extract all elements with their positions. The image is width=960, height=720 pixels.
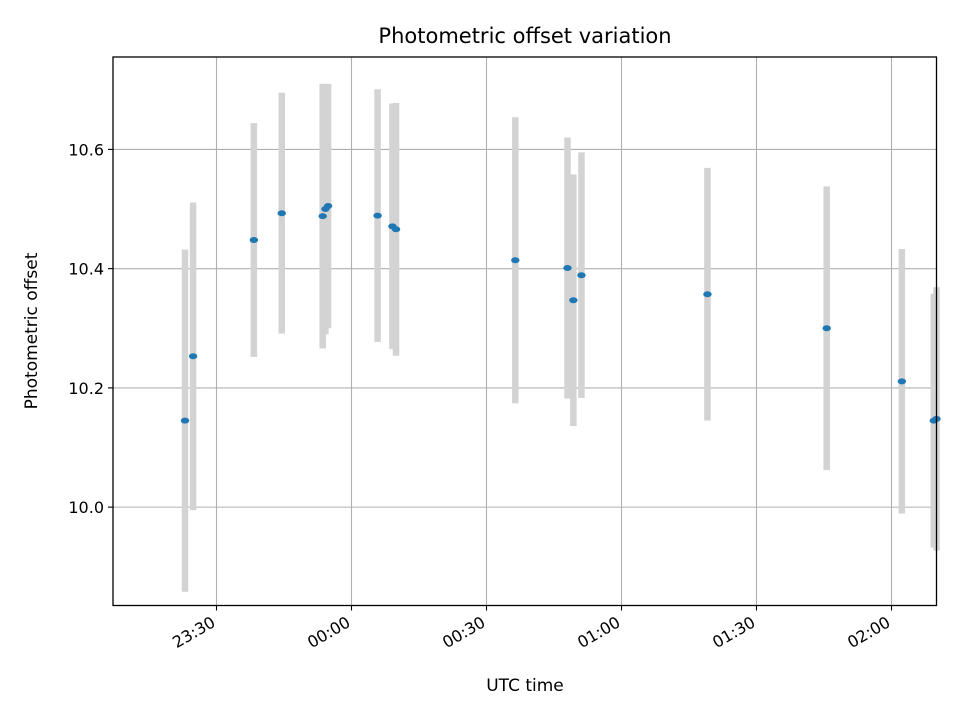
plot-frame (112, 56, 938, 607)
x-axis-title: UTC time (486, 676, 564, 696)
data-point (188, 353, 198, 360)
y-axis-title: Photometric offset (22, 252, 42, 409)
data-point (180, 417, 190, 424)
data-point (249, 237, 259, 244)
data-point (897, 378, 907, 385)
data-points (180, 203, 941, 424)
data-point (569, 297, 578, 304)
y-tick-label: 10.4 (68, 260, 104, 279)
y-tick-label: 10.0 (68, 498, 104, 517)
data-point (563, 265, 572, 272)
data-point (318, 213, 327, 220)
chart-title: Photometric offset variation (378, 24, 671, 48)
data-point (277, 210, 286, 217)
data-point (373, 212, 382, 219)
data-point (577, 272, 586, 279)
y-axis-ticks: 10.0 10.2 10.4 10.6 (68, 140, 113, 517)
y-tick-label: 10.2 (68, 379, 104, 398)
data-point (703, 291, 712, 298)
data-point (511, 257, 520, 264)
grid-lines (113, 57, 937, 606)
data-point (822, 325, 831, 332)
data-point (323, 203, 333, 210)
y-tick-label: 10.6 (68, 140, 104, 159)
data-point (391, 226, 401, 233)
